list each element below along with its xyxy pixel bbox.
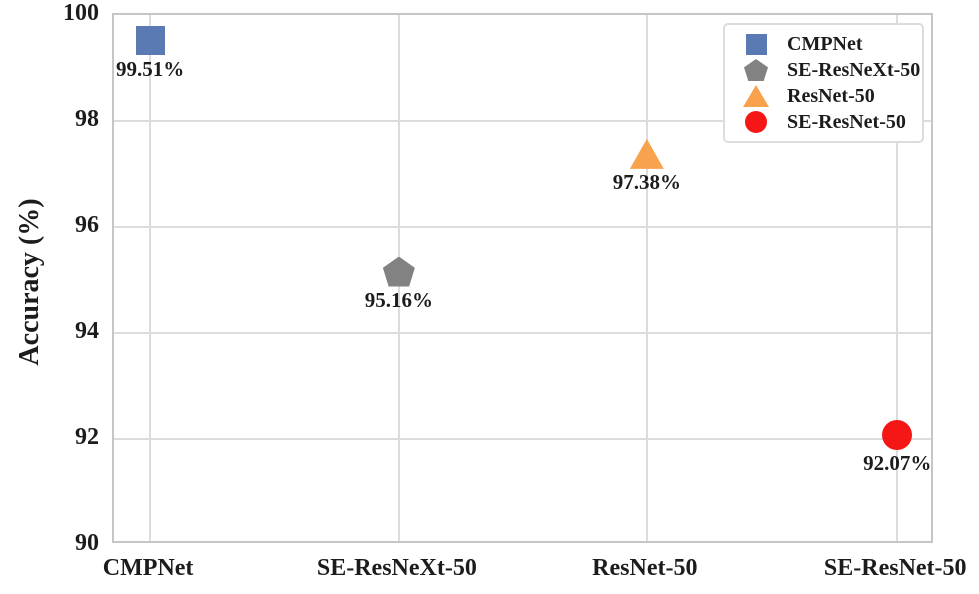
data-point-label: 95.16% bbox=[364, 287, 433, 312]
legend-marker-box bbox=[741, 32, 771, 56]
data-point-label: 92.07% bbox=[863, 451, 932, 476]
y-tick-label: 90 bbox=[75, 530, 99, 556]
data-point-pentagon bbox=[382, 256, 415, 287]
x-tick-label: ResNet-50 bbox=[592, 555, 698, 581]
legend-item-label: SE-ResNet-50 bbox=[787, 110, 906, 133]
y-axis-label: Accuracy (%) bbox=[14, 198, 45, 366]
gridline-vertical bbox=[896, 15, 899, 541]
gridline-vertical bbox=[645, 15, 648, 541]
legend-item-label: CMPNet bbox=[787, 32, 863, 55]
legend-item: CMPNet bbox=[741, 31, 922, 57]
legend-item-label: SE-ResNeXt-50 bbox=[787, 58, 921, 81]
legend-marker-box bbox=[741, 58, 771, 82]
y-tick-label: 100 bbox=[63, 0, 99, 26]
gridline-vertical bbox=[149, 15, 152, 541]
pentagon-icon bbox=[744, 59, 768, 81]
gridline-horizontal bbox=[114, 226, 931, 228]
y-tick-label: 92 bbox=[75, 424, 99, 450]
circle-icon bbox=[745, 111, 767, 133]
data-point-square bbox=[135, 26, 165, 56]
data-point-label: 97.38% bbox=[612, 169, 681, 194]
gridline-horizontal bbox=[114, 120, 931, 122]
gridline-horizontal bbox=[114, 332, 931, 334]
y-tick-label: 98 bbox=[75, 106, 99, 132]
legend-item-label: ResNet-50 bbox=[787, 84, 875, 107]
data-point-triangle bbox=[629, 138, 664, 169]
x-tick-label: SE-ResNet-50 bbox=[823, 555, 967, 581]
gridline-horizontal bbox=[114, 438, 931, 440]
legend-item: ResNet-50 bbox=[741, 83, 922, 109]
y-tick-label: 96 bbox=[75, 212, 99, 238]
square-icon bbox=[745, 33, 767, 55]
triangle-icon bbox=[743, 85, 769, 107]
x-tick-label: CMPNet bbox=[102, 555, 194, 581]
legend: CMPNet SE-ResNeXt-50 ResNet-50 SE-ResNet-50 bbox=[723, 23, 924, 143]
data-point-label: 99.51% bbox=[116, 56, 185, 81]
data-point-circle bbox=[882, 420, 913, 451]
legend-marker-box bbox=[741, 84, 771, 108]
legend-item: SE-ResNet-50 bbox=[741, 109, 922, 135]
legend-item: SE-ResNeXt-50 bbox=[741, 57, 922, 83]
x-tick-label: SE-ResNeXt-50 bbox=[316, 555, 477, 581]
y-tick-label: 94 bbox=[75, 318, 99, 344]
legend-marker-box bbox=[741, 110, 771, 134]
